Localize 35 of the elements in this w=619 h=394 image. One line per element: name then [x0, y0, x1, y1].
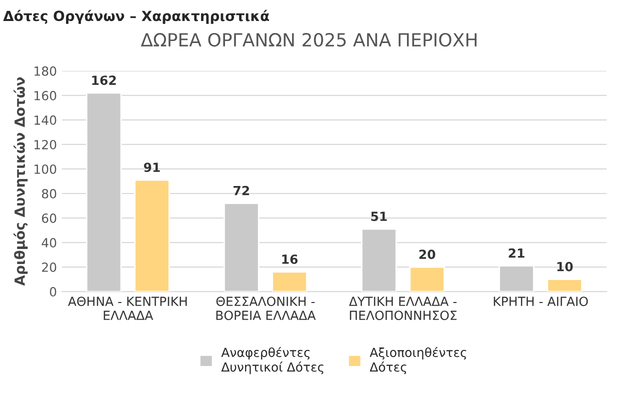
chart-title: Δότες Οργάνων – Χαρακτηριστικά	[3, 10, 270, 24]
chart-subtitle: ΔΩΡΕΑ ΟΡΓΑΝΩΝ 2025 ΑΝΑ ΠΕΡΙΟΧΗ	[140, 32, 477, 47]
bar	[361, 228, 397, 292]
x-tick-label: ΘΕΣΣΑΛΟΝΙΚΗ - ΒΟΡΕΙΑ ΕΛΛΑΔΑ	[216, 296, 316, 320]
legend-label: Αξιοποιηθέντες Δότες	[370, 346, 466, 374]
y-tick-label: 100	[34, 164, 56, 174]
data-label: 10	[557, 262, 573, 272]
bar	[546, 278, 583, 292]
bar	[134, 179, 170, 292]
x-tick-label: ΑΘΗΝΑ - ΚΕΝΤΡΙΚΗ ΕΛΛΑΔΑ	[68, 296, 187, 320]
data-label: 91	[144, 162, 160, 172]
x-tick-label: ΚΡΗΤΗ - ΑΙΓΑΙΟ	[494, 296, 588, 306]
data-label: 20	[419, 250, 436, 260]
data-label: 162	[92, 76, 116, 86]
y-tick-label: 140	[34, 115, 56, 125]
data-label: 72	[234, 186, 250, 196]
y-tick-label: 180	[34, 66, 56, 76]
bar	[86, 92, 122, 292]
bar	[409, 266, 445, 292]
y-tick-label: 20	[42, 262, 56, 272]
y-axis-title: Αριθμός Δυνητικών Δοτών	[14, 77, 28, 286]
y-tick-label: 160	[34, 90, 56, 100]
x-tick-label: ΔΥΤΙΚΗ ΕΛΛΑΔΑ - ΠΕΛΟΠΟΝΝΗΣΟΣ	[349, 296, 457, 320]
data-label: 51	[371, 212, 387, 222]
bar	[498, 265, 534, 292]
data-label: 21	[508, 248, 524, 258]
y-tick-label: 60	[42, 213, 56, 223]
y-tick-label: 0	[50, 287, 56, 296]
data-label: 16	[282, 254, 298, 264]
y-tick-label: 120	[34, 140, 56, 150]
bar	[272, 271, 308, 292]
legend-label: Αναφερθέντες Δυνητικοί Δότες	[221, 346, 324, 374]
bar	[224, 202, 260, 292]
y-tick-label: 40	[42, 238, 56, 248]
y-tick-label: 80	[42, 188, 56, 198]
